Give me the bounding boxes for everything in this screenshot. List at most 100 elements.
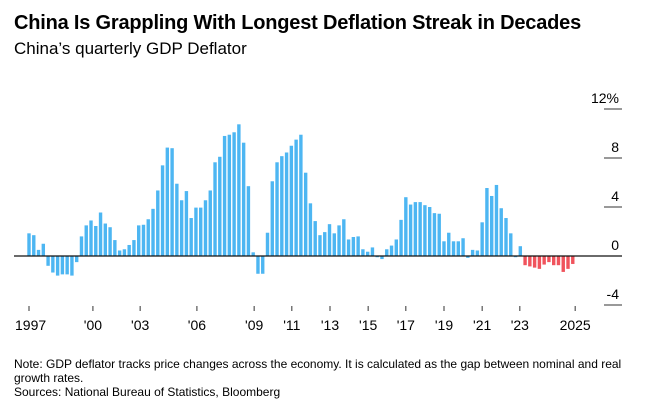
bar xyxy=(256,256,260,274)
y-tick-label: 4 xyxy=(611,188,619,204)
bar xyxy=(232,132,236,256)
x-tick-label: '00 xyxy=(84,317,102,333)
bar xyxy=(327,224,332,256)
x-tick-label: '09 xyxy=(245,317,263,333)
bar xyxy=(208,190,212,256)
bar xyxy=(32,235,36,256)
bar xyxy=(36,249,41,256)
bar xyxy=(342,219,346,256)
bar xyxy=(466,256,470,258)
bar xyxy=(528,256,532,267)
bar xyxy=(303,172,308,256)
bar xyxy=(542,256,546,265)
bar xyxy=(423,205,427,256)
bar xyxy=(203,200,208,256)
chart-title: China Is Grappling With Longest Deflatio… xyxy=(14,12,581,34)
bar xyxy=(261,256,265,274)
sources-text: Sources: National Bureau of Statistics, … xyxy=(14,385,281,399)
bar xyxy=(408,204,413,256)
bar xyxy=(308,203,313,256)
bar xyxy=(98,212,103,256)
bar xyxy=(351,237,356,256)
bar xyxy=(222,135,227,256)
bar xyxy=(509,233,513,256)
bar xyxy=(442,241,446,256)
bar xyxy=(561,256,565,272)
bar xyxy=(246,186,251,256)
bar xyxy=(265,232,270,256)
bar xyxy=(251,252,255,256)
bar xyxy=(41,243,46,256)
bar xyxy=(375,256,379,258)
bar xyxy=(451,241,456,256)
bar xyxy=(399,219,403,256)
x-tick-label: '17 xyxy=(397,317,415,333)
x-tick-label: '03 xyxy=(131,317,149,333)
bar xyxy=(299,134,303,256)
bar xyxy=(547,256,551,263)
x-tick-label: '11 xyxy=(283,317,300,333)
bar xyxy=(199,207,203,256)
bar xyxy=(51,256,55,273)
bar xyxy=(184,191,189,256)
bar xyxy=(480,222,484,256)
bar xyxy=(280,156,284,256)
bar xyxy=(494,184,499,256)
x-tick-label: '13 xyxy=(321,317,339,333)
bar xyxy=(270,181,274,256)
bar xyxy=(394,239,398,256)
bar xyxy=(332,233,336,256)
y-tick-label: -4 xyxy=(607,286,620,302)
bar xyxy=(289,145,294,256)
bar xyxy=(513,256,518,258)
bar xyxy=(141,224,146,256)
bar xyxy=(294,139,298,256)
x-tick-label: '19 xyxy=(435,317,453,333)
bar xyxy=(552,256,556,266)
bar xyxy=(475,250,480,256)
bar xyxy=(160,165,165,256)
bar xyxy=(151,208,155,256)
chart-subtitle: China’s quarterly GDP Deflator xyxy=(14,39,247,58)
bar xyxy=(485,188,489,256)
bar xyxy=(413,202,418,256)
bar xyxy=(275,162,279,256)
bar xyxy=(175,183,179,256)
bar xyxy=(127,244,131,256)
bar xyxy=(165,147,170,256)
bar xyxy=(79,236,84,256)
bar xyxy=(89,220,93,256)
bar xyxy=(65,256,69,275)
bar xyxy=(241,142,246,256)
bar xyxy=(461,238,465,256)
x-tick-label: '23 xyxy=(511,317,529,333)
bar xyxy=(179,200,184,256)
bar xyxy=(117,250,122,256)
bar xyxy=(523,256,527,266)
bar xyxy=(447,232,451,256)
bar xyxy=(122,249,127,256)
bar xyxy=(84,225,88,256)
bar xyxy=(337,225,341,256)
bar xyxy=(437,213,441,256)
bar xyxy=(213,162,217,256)
bar xyxy=(313,221,317,256)
x-tick-label: '15 xyxy=(359,317,377,333)
bar xyxy=(156,190,160,256)
note-text: Note: GDP deflator tracks price changes … xyxy=(14,357,622,385)
bar xyxy=(356,236,360,256)
x-tick-label: 1997 xyxy=(15,317,46,333)
bar xyxy=(518,246,523,256)
bar xyxy=(427,207,432,256)
bar xyxy=(227,134,232,256)
y-tick-label: 0 xyxy=(611,237,619,253)
bar xyxy=(194,207,198,256)
bar xyxy=(323,232,327,256)
bar xyxy=(489,195,494,256)
bar xyxy=(361,249,365,256)
bar xyxy=(499,208,503,256)
bar xyxy=(113,240,117,256)
bar xyxy=(346,239,351,256)
bar xyxy=(380,256,384,260)
bar xyxy=(532,256,537,268)
